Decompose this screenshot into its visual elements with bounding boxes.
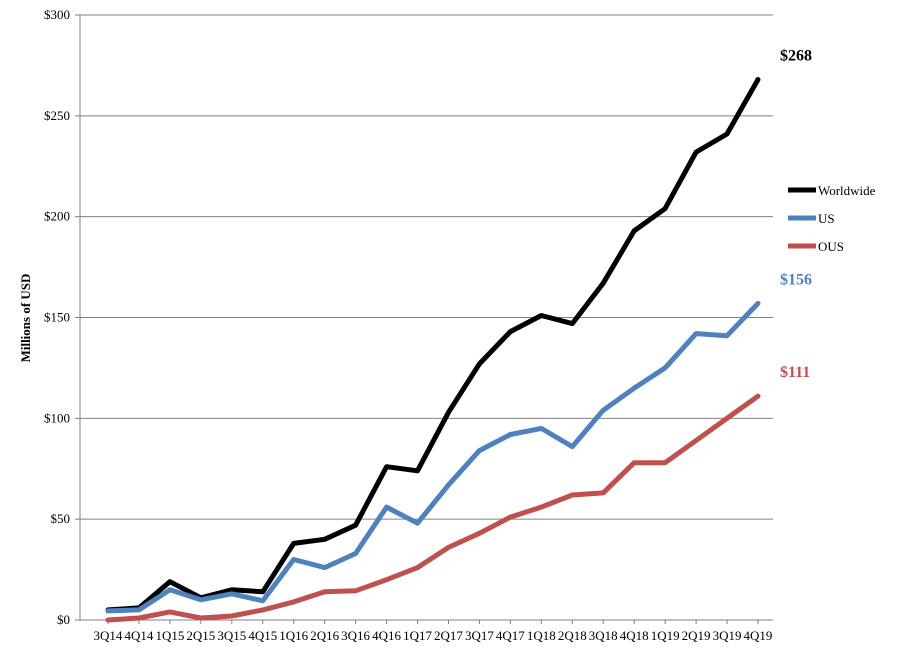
- y-tick-label: $250: [44, 108, 70, 123]
- end-label-us: $156: [780, 271, 812, 288]
- x-tick-label: 1Q15: [155, 628, 184, 643]
- y-tick-label: $200: [44, 209, 70, 224]
- x-tick-label: 1Q19: [651, 628, 680, 643]
- x-tick-label: 2Q19: [682, 628, 711, 643]
- x-tick-label: 2Q18: [558, 628, 587, 643]
- legend: Worldwide US OUS: [788, 183, 876, 254]
- x-tick-label: 4Q18: [620, 628, 649, 643]
- x-tick-label: 3Q17: [465, 628, 494, 643]
- x-tick-label: 4Q17: [496, 628, 525, 643]
- y-tick-label: $100: [44, 410, 70, 425]
- y-tick-label: $150: [44, 310, 70, 325]
- y-axis-ticks: $0 $50 $100 $150 $200 $250 $300: [44, 7, 80, 627]
- y-tick-label: $300: [44, 7, 70, 22]
- grid-lines: [80, 14, 773, 621]
- end-labels: $268 $156 $111: [780, 48, 812, 382]
- x-tick-label: 3Q14: [94, 628, 123, 643]
- y-tick-label: $0: [57, 612, 70, 627]
- x-tick-label: 1Q18: [527, 628, 556, 643]
- x-tick-label: 3Q15: [217, 628, 246, 643]
- x-tick-label: 3Q18: [589, 628, 618, 643]
- x-tick-label: 4Q19: [744, 628, 773, 643]
- x-tick-label: 1Q16: [279, 628, 308, 643]
- x-axis-ticks: 3Q14 4Q14 1Q15 2Q15 3Q15 4Q15 1Q16 2Q16 3Q16 4Q16…: [94, 620, 773, 643]
- series-line-ous: [105, 393, 761, 623]
- y-tick-label: $50: [51, 511, 71, 526]
- y-axis-title: Millions of USD: [18, 274, 33, 363]
- x-tick-label: 2Q17: [434, 628, 463, 643]
- legend-label-ous: OUS: [818, 239, 844, 254]
- x-tick-label: 3Q16: [341, 628, 370, 643]
- x-tick-label: 4Q16: [372, 628, 401, 643]
- series-line-worldwide: [105, 77, 761, 613]
- x-tick-label: 2Q16: [310, 628, 339, 643]
- x-tick-label: 2Q15: [186, 628, 215, 643]
- series-lines: [105, 77, 761, 623]
- end-label-worldwide: $268: [780, 48, 812, 65]
- legend-label-us: US: [818, 211, 835, 226]
- x-tick-label: 4Q15: [248, 628, 277, 643]
- series-line-us: [105, 300, 761, 614]
- x-tick-label: 1Q17: [403, 628, 432, 643]
- end-label-ous: $111: [780, 364, 810, 381]
- x-tick-label: 3Q19: [713, 628, 742, 643]
- x-tick-label: 4Q14: [125, 628, 154, 643]
- legend-label-worldwide: Worldwide: [818, 183, 876, 198]
